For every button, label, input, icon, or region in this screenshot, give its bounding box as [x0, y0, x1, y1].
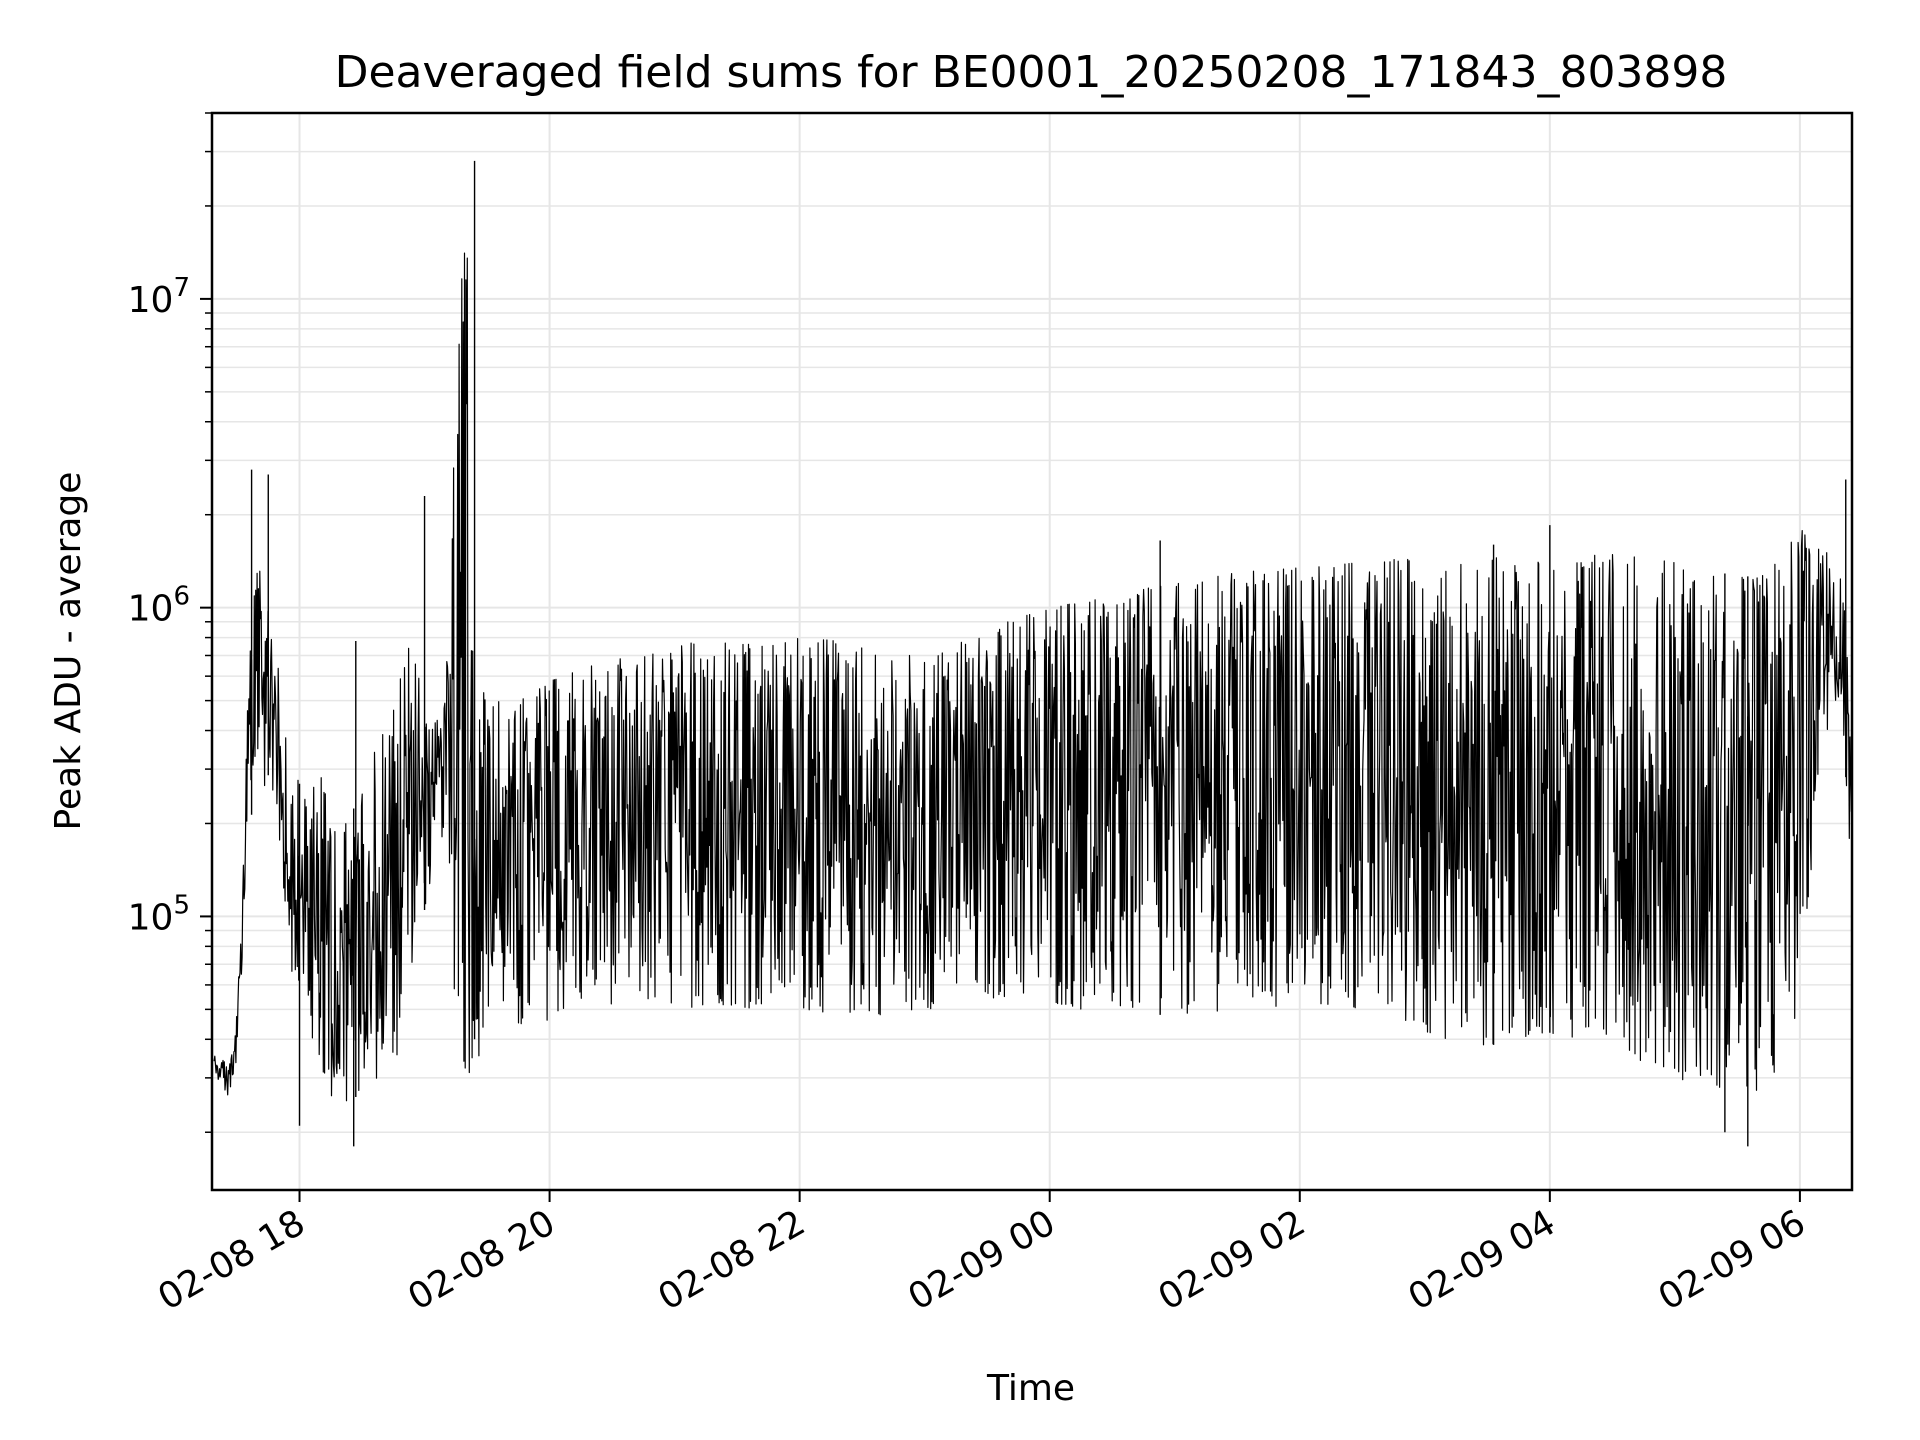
- x-tick-label: 02-08 18: [151, 1202, 312, 1318]
- chart-title: Deaveraged field sums for BE0001_2025020…: [335, 47, 1728, 98]
- y-tick-label: 105: [128, 890, 190, 938]
- y-tick-label: 107: [128, 273, 190, 321]
- x-tick-label: 02-09 04: [1402, 1202, 1563, 1318]
- x-axis-ticks: 02-08 18 02-08 20 02-08 22 02-09 00 02-09 02…: [151, 1190, 1812, 1319]
- x-axis-label: Time: [986, 1368, 1075, 1409]
- y-axis-label: Peak ADU - average: [48, 472, 89, 831]
- x-tick-label: 02-08 22: [651, 1202, 812, 1318]
- data-series-line: [213, 160, 1853, 1147]
- y-tick-label: 106: [128, 582, 190, 630]
- plot-frame: [210, 111, 1854, 1192]
- data-series-trace: [213, 252, 1853, 1102]
- y-axis-ticks: 105 106 107: [128, 112, 212, 1133]
- x-tick-label: 02-09 06: [1652, 1202, 1813, 1318]
- x-tick-label: 02-09 02: [1152, 1202, 1313, 1318]
- x-tick-label: 02-09 00: [902, 1202, 1063, 1318]
- x-tick-label: 02-08 20: [401, 1202, 562, 1318]
